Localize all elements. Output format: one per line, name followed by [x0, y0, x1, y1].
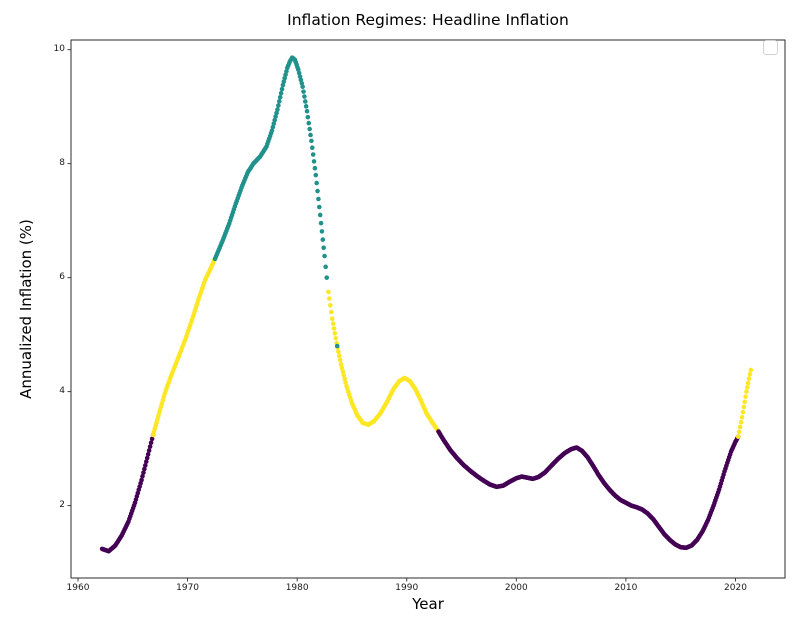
regime-segment: [436, 429, 741, 551]
x-tick-label: 2020: [724, 583, 747, 593]
x-tick-label: 1970: [176, 583, 200, 593]
x-tick-label: 2010: [614, 583, 638, 593]
x-tick-label: 2000: [504, 583, 528, 593]
regime-stray-point: [334, 343, 340, 349]
y-axis-label: Annualized Inflation (%): [17, 219, 35, 399]
y-tick-label: 10: [53, 44, 65, 55]
x-tick-label: 1990: [395, 583, 419, 593]
x-tick-label: 1960: [66, 583, 90, 593]
plot-border: [70, 39, 786, 579]
regime-segment: [735, 367, 754, 439]
y-tick-label: 4: [59, 386, 65, 397]
x-tick-label: 1980: [285, 583, 309, 593]
regime-segment: [99, 432, 156, 554]
y-tick-label: 6: [59, 272, 65, 283]
x-axis-label: Year: [412, 595, 444, 613]
regime-segment: [150, 256, 218, 438]
regime-segment: [212, 55, 330, 280]
chart-title: Inflation Regimes: Headline Inflation: [287, 11, 569, 29]
y-tick-label: 8: [59, 158, 65, 169]
legend-box: [763, 40, 778, 55]
regime-segment: [326, 289, 441, 434]
tick-marks: [67, 49, 736, 582]
y-tick-label: 2: [59, 500, 65, 511]
